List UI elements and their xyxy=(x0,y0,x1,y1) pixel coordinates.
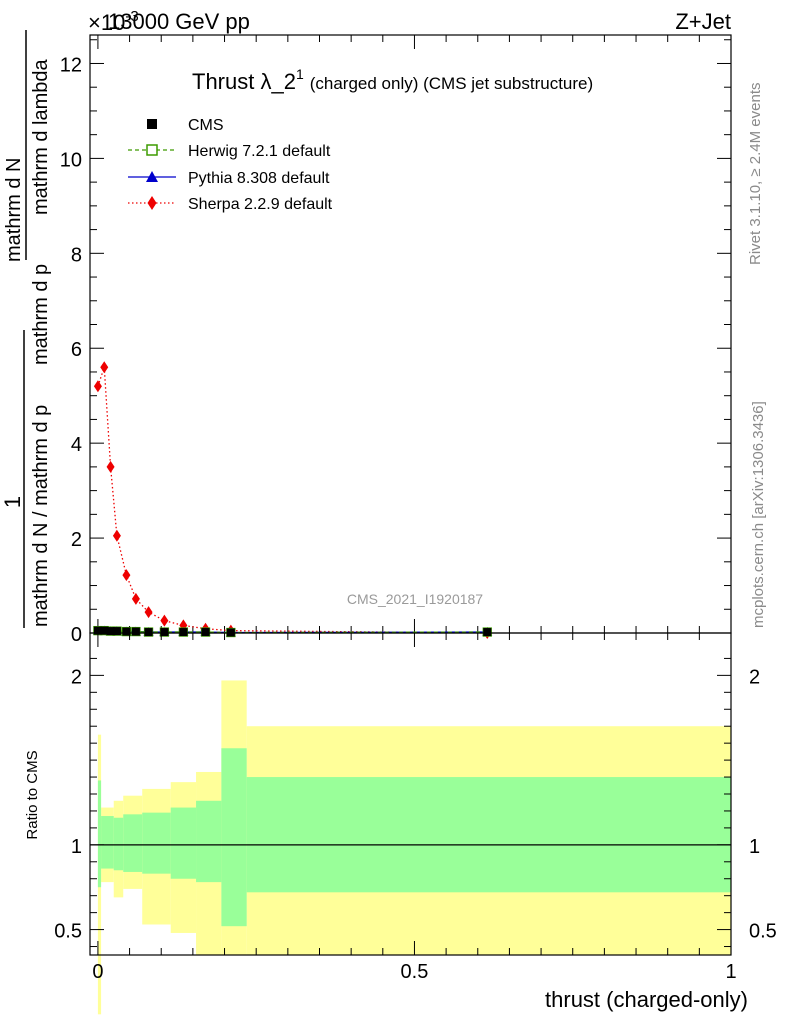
cms-point xyxy=(483,628,492,637)
y-tick-label: 6 xyxy=(71,339,82,361)
sherpa-point xyxy=(144,606,153,619)
cms-point xyxy=(106,627,115,636)
ratio-axis-ticks: 0.5 0.5 1 1 2 2 xyxy=(54,633,777,955)
cms-point xyxy=(144,628,153,637)
legend-entry: CMS xyxy=(147,117,224,134)
exponent-label: ×10-3 xyxy=(88,8,139,35)
ratio-band-green xyxy=(142,812,171,874)
ratio-y-tick-label: 0.5 xyxy=(54,921,82,943)
analysis-watermark: CMS_2021_I1920187 xyxy=(347,591,483,607)
y-tick-label: 4 xyxy=(71,434,82,456)
cms-point xyxy=(179,628,188,637)
herwig-line xyxy=(97,629,488,634)
y-label-one: 1 xyxy=(0,496,25,508)
cms-point xyxy=(122,627,131,636)
sherpa-point xyxy=(106,460,115,473)
legend-label: Sherpa 2.2.9 default xyxy=(188,196,333,213)
ratio-band-green xyxy=(246,777,731,893)
legend-label: Pythia 8.308 default xyxy=(188,170,330,187)
ratio-band-green xyxy=(123,814,143,872)
legend-label: Herwig 7.2.1 default xyxy=(188,143,331,160)
cms-point xyxy=(160,628,169,637)
legend-marker xyxy=(146,171,158,182)
cms-point xyxy=(131,627,140,636)
sherpa-point xyxy=(122,569,131,582)
upper-axis-ticks: 0 2 4 6 8 10 12 xyxy=(60,35,732,646)
plot-title: Thrust λ_21 (charged only) (CMS jet subst… xyxy=(192,66,593,94)
y-tick-label: 12 xyxy=(60,54,82,76)
x-axis-label: thrust (charged-only) xyxy=(545,987,748,1012)
cms-point xyxy=(93,626,102,635)
title-suffix: (charged only) (CMS jet substructure) xyxy=(310,74,593,93)
sherpa-point xyxy=(93,380,102,393)
ratio-band-green xyxy=(101,816,114,869)
y-axis-label-main: 1 mathrm d N / mathrm d p mathrm d N mat… xyxy=(0,30,52,628)
upper-series-group xyxy=(92,361,493,639)
header-energy: 13000 GeV pp xyxy=(108,9,250,34)
ratio-y-tick-label-right: 0.5 xyxy=(749,921,777,943)
ratio-band-green xyxy=(113,817,124,871)
title-superscript: 1 xyxy=(296,66,304,82)
x-tick-label: 0 xyxy=(92,961,103,983)
legend-marker xyxy=(146,144,158,156)
ratio-band-green xyxy=(196,800,222,883)
legend: CMS Herwig 7.2.1 default Pythia 8.308 defa… xyxy=(128,117,333,213)
ratio-y-tick-label-right: 2 xyxy=(749,666,760,688)
sherpa-point xyxy=(131,592,140,605)
y-label-dp: mathrm d p xyxy=(30,264,52,365)
y-label-dlambda: mathrm d lambda xyxy=(30,59,52,215)
mcplots-label: mcplots.cern.ch [arXiv:1306.3436] xyxy=(750,401,767,628)
exponent-power: -3 xyxy=(125,8,138,25)
ratio-y-tick-label: 1 xyxy=(71,836,82,858)
sherpa-line xyxy=(97,367,488,634)
y-label-denominator: mathrm d N / mathrm d p xyxy=(30,405,52,627)
legend-label: CMS xyxy=(188,117,224,134)
y-tick-label: 10 xyxy=(60,149,82,171)
x-tick-label: 1 xyxy=(725,961,736,983)
ratio-y-tick-label: 2 xyxy=(71,666,82,688)
legend-entry: Herwig 7.2.1 default xyxy=(128,143,331,160)
y-label-numerator: mathrm d N xyxy=(3,158,25,262)
cms-point xyxy=(100,626,109,635)
y-tick-label: 8 xyxy=(71,244,82,266)
legend-entry: Pythia 8.308 default xyxy=(128,170,330,187)
y-tick-label: 0 xyxy=(71,624,82,646)
rivet-label: Rivet 3.1.10, ≥ 2.4M events xyxy=(747,83,764,266)
legend-marker xyxy=(147,119,157,129)
sherpa-point xyxy=(112,529,121,542)
x-axis-ticks: 0 0.5 1 xyxy=(92,961,736,983)
y-tick-label: 2 xyxy=(71,529,82,551)
x-tick-label: 0.5 xyxy=(401,961,429,983)
cms-point xyxy=(112,627,121,636)
sherpa-point xyxy=(160,614,169,627)
ratio-bands xyxy=(97,680,731,1015)
ratio-y-tick-label-right: 1 xyxy=(749,836,760,858)
ratio-band-green xyxy=(97,780,102,888)
ratio-band-green xyxy=(221,748,247,927)
legend-entry: Sherpa 2.2.9 default xyxy=(128,196,333,213)
ratio-y-label: Ratio to CMS xyxy=(24,750,41,839)
upper-panel-frame xyxy=(89,34,732,634)
legend-marker xyxy=(147,196,157,210)
sherpa-point xyxy=(100,361,109,374)
cms-point xyxy=(201,628,210,637)
header-process: Z+Jet xyxy=(675,9,731,34)
ratio-band-green xyxy=(170,807,197,879)
